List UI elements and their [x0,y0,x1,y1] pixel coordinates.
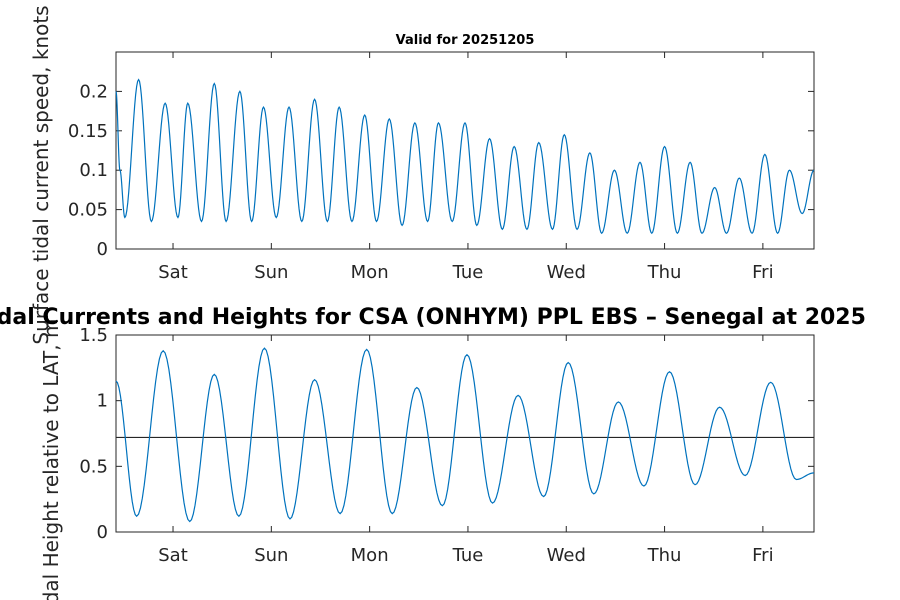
y-tick-label: 1 [97,391,108,412]
speed-chart: Valid for 20251205 0 0.05 0.1 0.15 0.2 Sat Su… [29,5,814,344]
height-chart: 00.511.5 SatSunMonTueWedThuFri Tidal Hei… [0,305,866,600]
y-tick-label: 0.05 [68,200,108,221]
x-tick-label: Sat [158,545,188,566]
x-tick-label: Wed [547,545,586,566]
x-tick-label: Fri [752,545,773,566]
y-tick-label: 0.2 [79,81,108,102]
y-tick-label: 0.1 [79,160,108,181]
height-y-label: Tidal Height relative to LAT, m [39,319,63,600]
y-tick-label: 0.5 [79,456,108,477]
x-tick-label: Mon [351,545,389,566]
x-tick-label: Thu [647,545,682,566]
x-tick-label: Thu [647,262,682,283]
x-tick-label: Fri [752,262,773,283]
y-tick-label: 0.15 [68,121,108,142]
x-tick-label: Sat [158,262,188,283]
x-tick-label: Mon [351,262,389,283]
x-tick-label: Tue [452,262,484,283]
x-tick-label: Wed [547,262,586,283]
x-tick-label: Tue [452,545,484,566]
figure: Valid for 20251205 0 0.05 0.1 0.15 0.2 Sat Su… [0,0,900,600]
height-plot-area [116,335,814,532]
y-tick-label: 0 [97,239,108,260]
main-figure-title: Tidal Currents and Heights for CSA (ONHY… [0,305,866,330]
x-tick-label: Sun [254,262,288,283]
y-tick-label: 0 [97,522,108,543]
speed-chart-title: Valid for 20251205 [396,33,535,48]
x-tick-label: Sun [254,545,288,566]
speed-y-label: Surface tidal current speed, knots [29,5,53,344]
